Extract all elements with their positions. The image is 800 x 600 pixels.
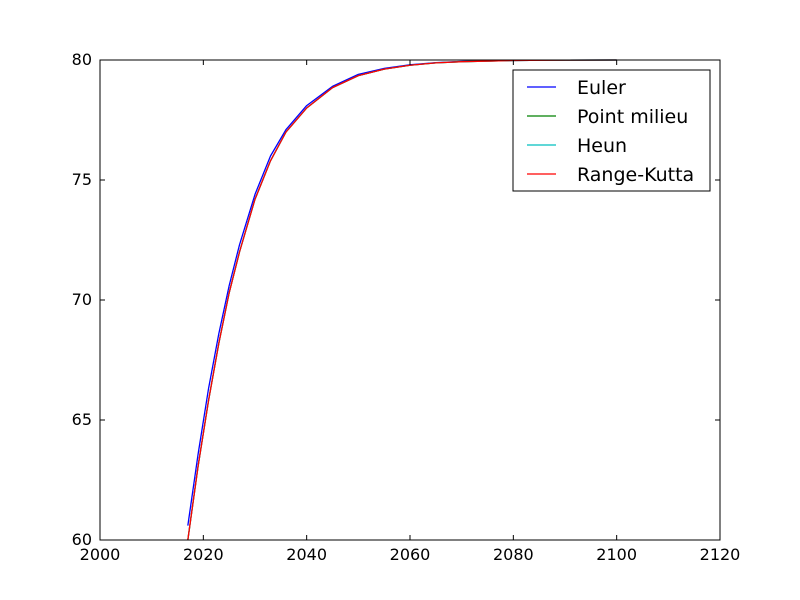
x-tick-label: 2060 xyxy=(390,545,431,564)
y-tick-label: 65 xyxy=(72,410,92,429)
x-tick-label: 2100 xyxy=(596,545,637,564)
legend-box xyxy=(512,69,711,192)
legend-label: Heun xyxy=(577,135,627,157)
x-tick-label: 2080 xyxy=(493,545,534,564)
legend: Euler Point milieu Heun Range-Kutta xyxy=(512,69,711,192)
series-layer xyxy=(187,59,617,541)
x-tick-label: 2040 xyxy=(286,545,327,564)
y-tick-label: 80 xyxy=(72,50,92,69)
y-tick-label: 60 xyxy=(72,530,92,549)
x-tick-label: 2120 xyxy=(700,545,741,564)
x-tick-label: 2000 xyxy=(80,545,121,564)
legend-label: Point milieu xyxy=(577,106,688,128)
y-tick-label: 70 xyxy=(72,290,92,309)
legend-label: Euler xyxy=(577,77,626,99)
y-tick-label: 75 xyxy=(72,170,92,189)
x-tick-label: 2020 xyxy=(183,545,224,564)
tick-layer: 2000 2020 2040 2060 2080 2100 2120 60 65 70 75 80 xyxy=(72,50,741,564)
series-line-range-kutta xyxy=(187,59,617,541)
legend-label: Range-Kutta xyxy=(577,164,694,186)
